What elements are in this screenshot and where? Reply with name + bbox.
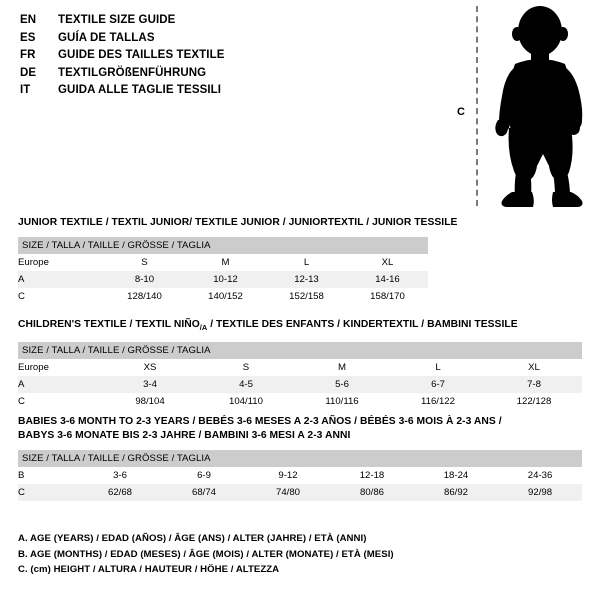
table-band-row: SIZE / TALLA / TAILLE / GRÖSSE / TAGLIA (18, 450, 583, 467)
table-cell: S (141, 257, 148, 268)
language-code: IT (20, 84, 31, 96)
table-cell: 140/152 (208, 291, 243, 302)
table-row: B 3-6 6-9 9-12 12-18 18-24 24-36 (18, 467, 582, 484)
row-label: Europe (18, 362, 49, 374)
language-title: GUIDE DES TAILLES TEXTILE (58, 49, 225, 61)
table-cell: 98/104 (135, 396, 165, 408)
table-cell: XS (143, 362, 157, 374)
toddler-silhouette-icon (485, 4, 595, 214)
language-title: GUÍA DE TALLAS (58, 31, 155, 44)
table-cell: 110/116 (325, 396, 359, 408)
section-title-babies-line1: BABIES 3-6 MONTH TO 2-3 YEARS / BEBÉS 3-… (18, 416, 502, 427)
table-row: A 8-10 10-12 12-13 14-16 (18, 271, 428, 288)
table-cell: 10-12 (185, 271, 266, 288)
row-label: C (18, 396, 25, 408)
table-cell: M (338, 362, 346, 374)
table-cell: L (435, 362, 441, 374)
table-cell: 62/68 (78, 484, 162, 501)
table-cell: 68/74 (162, 484, 246, 501)
table-cell: XL (381, 257, 394, 268)
section-title-babies-line2: BABYS 3-6 MONATE BIS 2-3 JAHRE / BAMBINI… (18, 430, 351, 441)
table-row: Europe S M L XL (18, 254, 428, 271)
table-cell: 122/128 (516, 396, 552, 408)
language-row-en: EN TEXTILE SIZE GUIDE (20, 14, 420, 32)
language-code: FR (20, 49, 36, 61)
table-cell: 4-5 (198, 376, 294, 394)
row-label: Europe (18, 257, 49, 268)
section-title-children-sub: /A (199, 323, 208, 333)
table-junior: SIZE / TALLA / TAILLE / GRÖSSE / TAGLIA … (18, 237, 428, 305)
legend-block: A. AGE (YEARS) / EDAD (AÑOS) / ÂGE (ANS)… (18, 531, 394, 578)
language-code: DE (20, 66, 37, 79)
table-cell: M (221, 257, 230, 268)
language-title: TEXTILE SIZE GUIDE (58, 14, 176, 26)
table-cell: 24-36 (527, 470, 553, 481)
table-cell: XL (528, 362, 540, 374)
row-label: B (18, 470, 25, 481)
language-code: ES (20, 31, 36, 44)
table-band-row: SIZE / TALLA / TAILLE / GRÖSSE / TAGLIA (18, 342, 583, 360)
table-row: C 98/104 104/110 110/116 116/122 122/128 (18, 393, 582, 410)
table-cell: S (242, 362, 250, 374)
section-title-children-pre: CHILDREN'S TEXTILE / TEXTIL NIÑO (18, 319, 200, 330)
table-row: A 3-4 4-5 5-6 6-7 7-8 (18, 376, 583, 394)
section-title-children-post: / TEXTILE DES ENFANTS / KINDERTEXTIL / B… (207, 319, 518, 330)
table-cell: 92/98 (498, 484, 583, 501)
table-row: C 128/140 140/152 152/158 158/170 (18, 288, 428, 305)
table-cell: 3-4 (102, 376, 198, 394)
table-cell: 9-12 (278, 470, 298, 481)
language-row-it: IT GUIDA ALLE TAGLIE TESSILI (20, 84, 420, 102)
row-label: A (18, 376, 102, 394)
table-cell: 8-10 (104, 271, 185, 288)
band-label: SIZE / TALLA / TAILLE / GRÖSSE / TAGLIA (18, 237, 428, 254)
legend-line-b: B. AGE (MONTHS) / EDAD (MESES) / ÂGE (MO… (18, 548, 394, 560)
language-row-fr: FR GUIDE DES TAILLES TEXTILE (20, 49, 420, 67)
language-row-es: ES GUÍA DE TALLAS (20, 32, 420, 50)
section-title-junior: JUNIOR TEXTILE / TEXTIL JUNIOR/ TEXTILE … (18, 217, 458, 228)
language-code: EN (20, 14, 37, 26)
table-cell: 5-6 (294, 376, 390, 394)
section-babies: BABIES 3-6 MONTH TO 2-3 YEARS / BEBÉS 3-… (18, 415, 583, 501)
row-label: C (18, 291, 25, 302)
table-babies: SIZE / TALLA / TAILLE / GRÖSSE / TAGLIA … (18, 450, 583, 501)
table-cell: 74/80 (246, 484, 330, 501)
table-cell: 6-9 (197, 470, 211, 481)
table-row: C 62/68 68/74 74/80 80/86 86/92 92/98 (18, 484, 583, 501)
language-row-de: DE TEXTILGRÖßENFÜHRUNG (20, 67, 420, 85)
band-label: SIZE / TALLA / TAILLE / GRÖSSE / TAGLIA (18, 342, 583, 360)
table-row: Europe XS S M L XL (18, 359, 582, 376)
section-children: CHILDREN'S TEXTILE / TEXTIL NIÑO/A / TEX… (18, 318, 583, 410)
language-title: GUIDA ALLE TAGLIE TESSILI (58, 84, 222, 96)
height-measurement-figure: C (440, 0, 600, 212)
table-cell: 86/92 (414, 484, 498, 501)
table-cell: 7-8 (486, 376, 583, 394)
row-label: A (18, 271, 104, 288)
table-cell: 104/110 (229, 396, 263, 408)
table-cell: L (303, 257, 310, 268)
table-cell: 80/86 (330, 484, 414, 501)
section-title-children: CHILDREN'S TEXTILE / TEXTIL NIÑO/A / TEX… (18, 318, 582, 335)
table-cell: 6-7 (390, 376, 486, 394)
language-title: TEXTILGRÖßENFÜHRUNG (58, 66, 207, 79)
table-cell: 116/122 (421, 396, 455, 408)
table-cell: 12-18 (359, 470, 385, 481)
table-cell: 14-16 (347, 271, 428, 288)
height-dashed-line (476, 6, 478, 206)
legend-line-c: C. (cm) HEIGHT / ALTURA / HAUTEUR / HÖHE… (18, 564, 280, 575)
table-cell: 152/158 (289, 291, 324, 302)
table-cell: 12-13 (266, 271, 347, 288)
table-cell: 18-24 (443, 470, 469, 481)
height-dimension-label: C (457, 106, 465, 118)
section-junior: JUNIOR TEXTILE / TEXTIL JUNIOR/ TEXTILE … (18, 216, 458, 305)
band-label: SIZE / TALLA / TAILLE / GRÖSSE / TAGLIA (18, 450, 583, 467)
table-cell: 3-6 (113, 470, 127, 481)
legend-line-a: A. AGE (YEARS) / EDAD (AÑOS) / ÂGE (ANS)… (18, 533, 367, 544)
table-children: SIZE / TALLA / TAILLE / GRÖSSE / TAGLIA … (18, 342, 583, 410)
table-band-row: SIZE / TALLA / TAILLE / GRÖSSE / TAGLIA (18, 237, 428, 254)
row-label: C (18, 484, 78, 501)
language-title-block: EN TEXTILE SIZE GUIDE ES GUÍA DE TALLAS … (20, 14, 420, 102)
table-cell: 158/170 (370, 291, 405, 302)
table-cell: 128/140 (127, 291, 162, 302)
